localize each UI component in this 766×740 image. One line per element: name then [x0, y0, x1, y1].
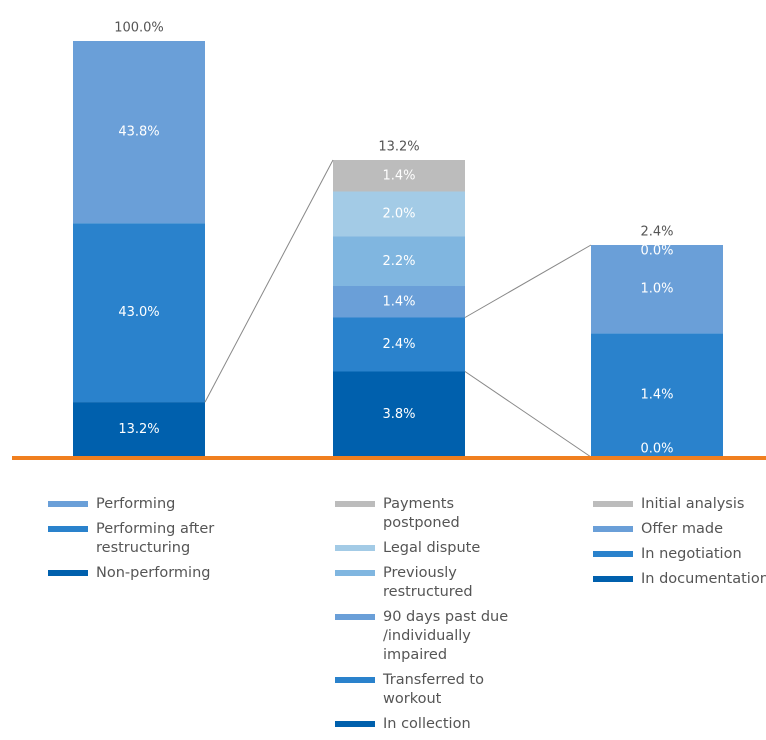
legend-item: Previously restructured	[335, 564, 525, 602]
legend-swatch	[335, 545, 375, 551]
legend-item: Payments postponed	[335, 495, 525, 533]
legend-swatch	[335, 501, 375, 507]
legend-swatch	[593, 576, 633, 582]
value-label: 0.0%	[640, 442, 673, 457]
total-label: 13.2%	[378, 140, 419, 155]
legend-swatch	[48, 526, 88, 532]
legend-item: Non-performing	[48, 564, 238, 583]
legend: Performing Performing after restructuring…	[48, 495, 238, 589]
total-label: 2.4%	[640, 225, 673, 240]
bar-segment	[73, 41, 205, 224]
legend-item: Performing	[48, 495, 238, 514]
legend-swatch	[335, 677, 375, 683]
bar-segment	[73, 402, 205, 457]
value-label: 1.4%	[640, 388, 673, 403]
bar-segment	[591, 245, 723, 334]
legend-label: 90 days past due /individually impaired	[383, 609, 509, 663]
legend-item: In collection	[335, 715, 525, 734]
value-label: 43.0%	[118, 305, 159, 320]
value-label: 0.0%	[640, 244, 673, 259]
value-label: 2.0%	[382, 207, 415, 222]
legend-item: In negotiation	[593, 545, 766, 564]
value-label: 3.8%	[382, 407, 415, 422]
legend-item: Initial analysis	[593, 495, 766, 514]
legend-swatch	[335, 721, 375, 727]
legend-item: Performing after restructuring	[48, 520, 238, 558]
legend-swatch	[48, 501, 88, 507]
bar-segment	[333, 191, 465, 237]
legend-item: Legal dispute	[335, 539, 525, 558]
legend-label: Initial analysis	[641, 496, 745, 512]
value-label: 43.8%	[118, 125, 159, 140]
bar-segment	[333, 160, 465, 192]
legend-label: Performing after restructuring	[96, 521, 215, 556]
legend: Initial analysis Offer made In negotiation…	[593, 495, 766, 595]
legend-swatch	[335, 570, 375, 576]
value-label: 13.2%	[118, 422, 159, 437]
legend-item: In documentation	[593, 570, 766, 589]
legend-label: Transferred to workout	[383, 672, 484, 707]
legend-swatch	[593, 551, 633, 557]
value-label: 1.4%	[382, 168, 415, 183]
legend: Payments postponed Legal dispute Previousl…	[335, 495, 525, 740]
legend-item: 90 days past due /individually impaired	[335, 608, 525, 665]
legend-swatch	[593, 526, 633, 532]
chart: 43.8% 43.0% 13.2% 100.0% 1.4% 2.0% 2.2% 1.4% 2.4…	[12, 21, 766, 460]
legend-label: In documentation	[641, 571, 766, 587]
legend-label: Previously restructured	[383, 565, 473, 600]
value-label: 1.0%	[640, 282, 673, 297]
legend-label: In collection	[383, 716, 471, 732]
value-label: 2.4%	[382, 337, 415, 352]
legend-swatch	[48, 570, 88, 576]
bar-segment	[591, 333, 723, 457]
bar-segment	[333, 317, 465, 372]
legend-item: Transferred to workout	[335, 671, 525, 709]
connector	[464, 371, 592, 458]
bar-segment	[333, 286, 465, 318]
legend-label: Legal dispute	[383, 540, 481, 556]
total-label: 100.0%	[114, 21, 164, 36]
legend-label: Offer made	[641, 521, 724, 537]
legend-label: Non-performing	[96, 565, 211, 581]
legend-swatch	[593, 501, 633, 507]
connector	[204, 159, 334, 403]
value-label: 1.4%	[382, 294, 415, 309]
value-label: 2.2%	[382, 254, 415, 269]
legend-label: In negotiation	[641, 546, 742, 562]
legend-item: Offer made	[593, 520, 766, 539]
bar-segment	[333, 236, 465, 286]
bar-segment	[333, 371, 465, 457]
page: {"chart_data": {"type": "bar", "stacked"…	[12, 20, 766, 732]
bar-segment	[73, 223, 205, 403]
connector	[464, 244, 592, 318]
legend-label: Performing	[96, 496, 176, 512]
legend-label: Payments postponed	[383, 496, 460, 531]
legend-swatch	[335, 614, 375, 620]
